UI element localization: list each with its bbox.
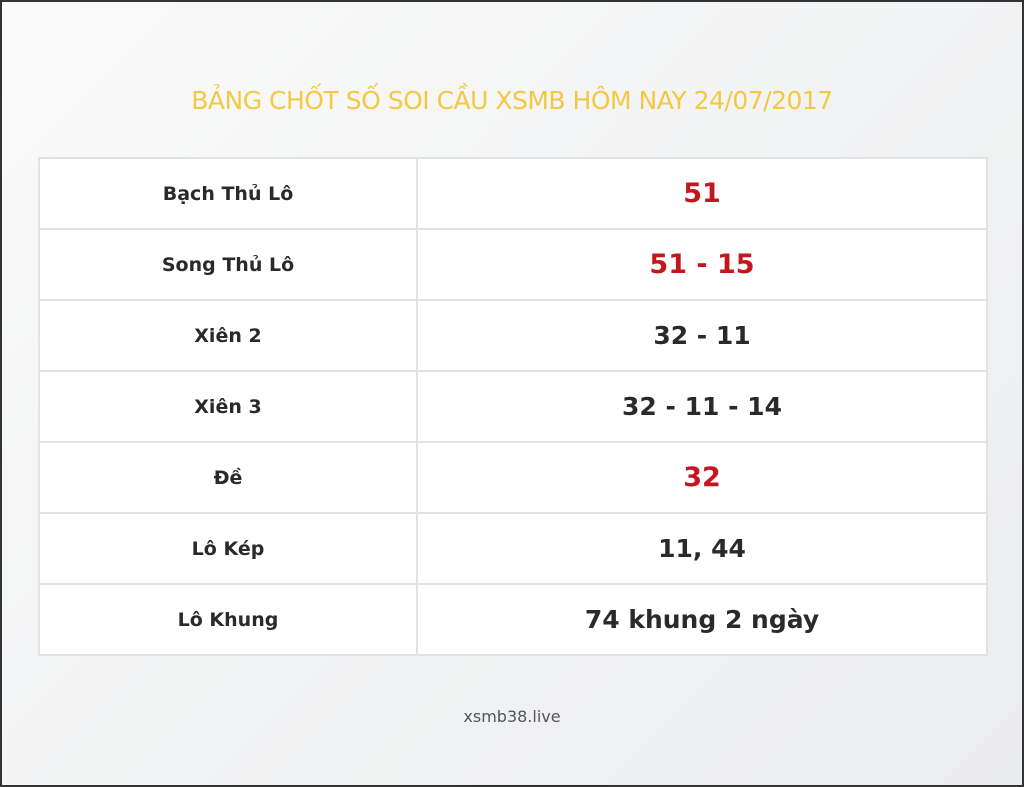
row-value: 32 xyxy=(416,441,988,514)
row-value: 51 xyxy=(416,157,988,230)
row-value: 11, 44 xyxy=(416,512,988,585)
table-row: Song Thủ Lô 51 - 15 xyxy=(38,228,988,301)
row-label: Xiên 2 xyxy=(38,299,418,372)
page-title: BẢNG CHỐT SỐ SOI CẦU XSMB HÔM NAY 24/07/… xyxy=(191,86,833,115)
table-row: Xiên 2 32 - 11 xyxy=(38,299,988,372)
row-label: Lô Khung xyxy=(38,583,418,656)
row-label: Đề xyxy=(38,441,418,514)
prediction-table: Bạch Thủ Lô 51 Song Thủ Lô 51 - 15 Xiên 2 32 … xyxy=(38,157,988,656)
row-label: Xiên 3 xyxy=(38,370,418,443)
row-label: Bạch Thủ Lô xyxy=(38,157,418,230)
table-row: Lô Kép 11, 44 xyxy=(38,512,988,585)
site-watermark: xsmb38.live xyxy=(463,707,561,726)
table-row: Bạch Thủ Lô 51 xyxy=(38,157,988,230)
table-row: Xiên 3 32 - 11 - 14 xyxy=(38,370,988,443)
row-value: 32 - 11 xyxy=(416,299,988,372)
row-label: Lô Kép xyxy=(38,512,418,585)
table-row: Đề 32 xyxy=(38,441,988,514)
row-value: 32 - 11 - 14 xyxy=(416,370,988,443)
row-label: Song Thủ Lô xyxy=(38,228,418,301)
row-value: 51 - 15 xyxy=(416,228,988,301)
row-value: 74 khung 2 ngày xyxy=(416,583,988,656)
table-row: Lô Khung 74 khung 2 ngày xyxy=(38,583,988,656)
